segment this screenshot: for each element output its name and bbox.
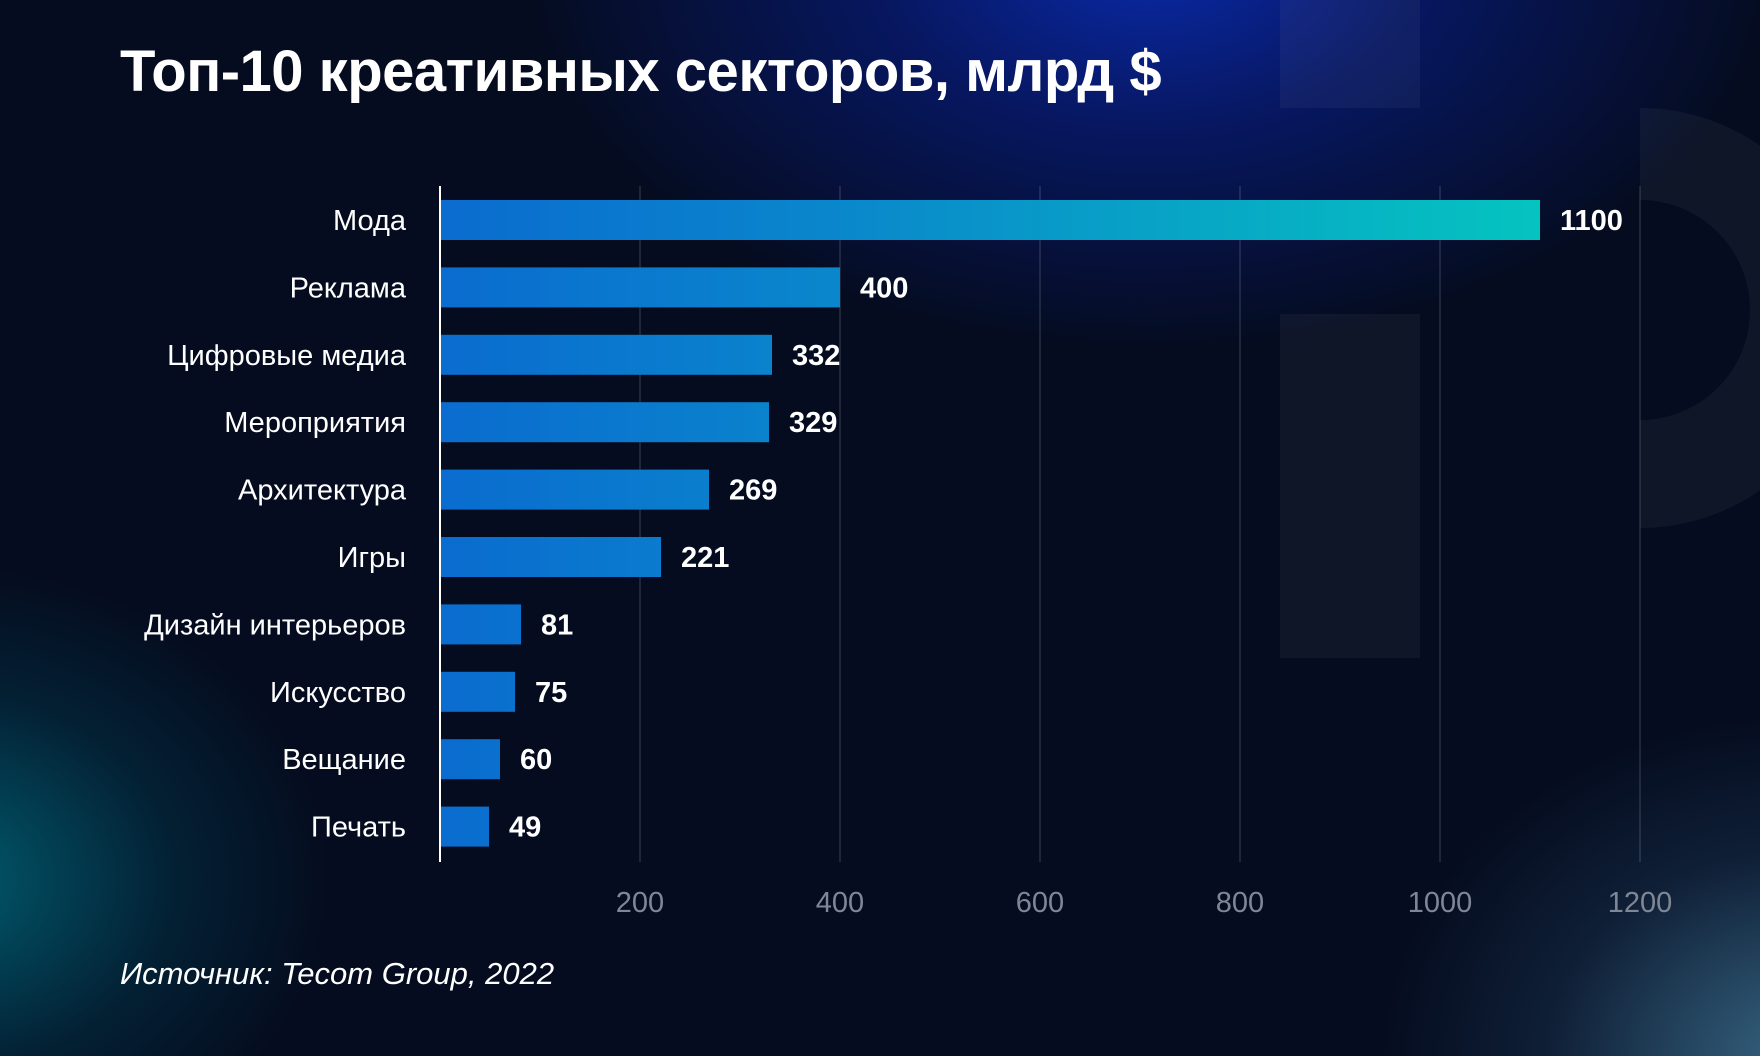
bar xyxy=(441,200,1540,240)
value-label: 332 xyxy=(792,340,840,372)
value-label: 60 xyxy=(520,744,552,776)
x-tick-label: 1000 xyxy=(1408,887,1473,919)
value-label: 269 xyxy=(729,475,777,507)
category-label: Печать xyxy=(311,812,406,844)
bar xyxy=(441,469,709,510)
source-note: Источник: Tecom Group, 2022 xyxy=(120,956,555,991)
category-label: Дизайн интерьеров xyxy=(144,609,406,641)
x-tick-label: 1200 xyxy=(1608,887,1673,919)
value-label: 49 xyxy=(509,812,541,844)
category-label: Мода xyxy=(333,205,407,237)
value-label: 329 xyxy=(789,407,837,439)
bar xyxy=(441,267,840,308)
category-label: Игры xyxy=(338,542,406,574)
category-label: Архитектура xyxy=(238,475,407,507)
page-title: Топ-10 креативных секторов, млрд $ xyxy=(120,39,1162,104)
value-label: 81 xyxy=(541,609,573,641)
value-label: 400 xyxy=(860,272,908,304)
bar xyxy=(441,402,769,443)
category-label: Цифровые медиа xyxy=(167,340,407,372)
category-label: Реклама xyxy=(290,272,407,304)
bar xyxy=(441,537,661,577)
category-label: Искусство xyxy=(270,677,406,709)
category-label: Вещание xyxy=(282,744,406,776)
bar xyxy=(441,334,772,375)
x-tick-label: 800 xyxy=(1216,887,1264,919)
value-label: 75 xyxy=(535,677,567,709)
bar xyxy=(441,739,500,780)
x-tick-label: 200 xyxy=(616,887,664,919)
value-label: 221 xyxy=(681,542,729,574)
x-tick-label: 600 xyxy=(1016,887,1064,919)
x-tick-label: 400 xyxy=(816,887,864,919)
bar xyxy=(441,604,521,645)
value-label: 1100 xyxy=(1560,205,1623,237)
bar xyxy=(441,806,489,847)
bar xyxy=(441,671,515,712)
category-label: Мероприятия xyxy=(224,407,406,439)
